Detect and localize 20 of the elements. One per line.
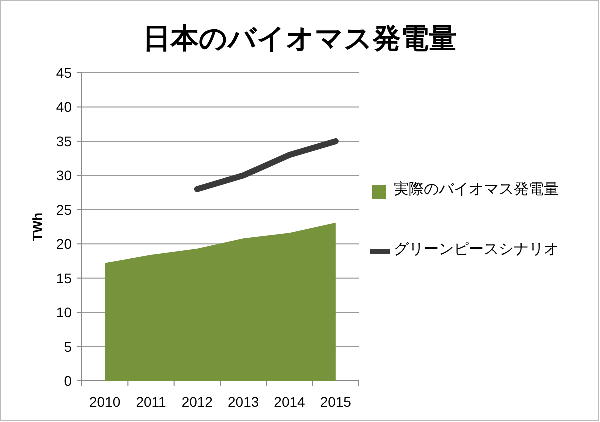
x-tick-label: 2010 xyxy=(90,394,121,410)
x-tick-label: 2014 xyxy=(274,394,306,410)
y-tick-label: 40 xyxy=(56,99,72,116)
y-tick-label: 10 xyxy=(56,304,72,321)
y-tick-label: 30 xyxy=(56,168,72,184)
y-tick-label: 5 xyxy=(64,338,72,355)
x-tick-label: 2012 xyxy=(182,394,214,410)
y-tick-label: 45 xyxy=(56,65,72,81)
y-tick-label: 25 xyxy=(56,202,72,218)
x-tick-label: 2013 xyxy=(228,394,260,410)
legend-label: 実際のバイオマス発電量 xyxy=(394,179,560,199)
x-tick-label: 2015 xyxy=(320,394,352,410)
y-tick-label: 0 xyxy=(64,373,72,389)
y-tick-label: 35 xyxy=(56,133,72,150)
x-tick-label: 2011 xyxy=(136,394,167,410)
y-axis-title: TWh xyxy=(30,212,45,242)
chart-title: 日本のバイオマス発電量 xyxy=(143,23,457,54)
y-tick-label: 20 xyxy=(56,236,72,252)
legend-label: グリーンピースシナリオ xyxy=(394,239,560,259)
y-tick-label: 15 xyxy=(56,270,72,286)
